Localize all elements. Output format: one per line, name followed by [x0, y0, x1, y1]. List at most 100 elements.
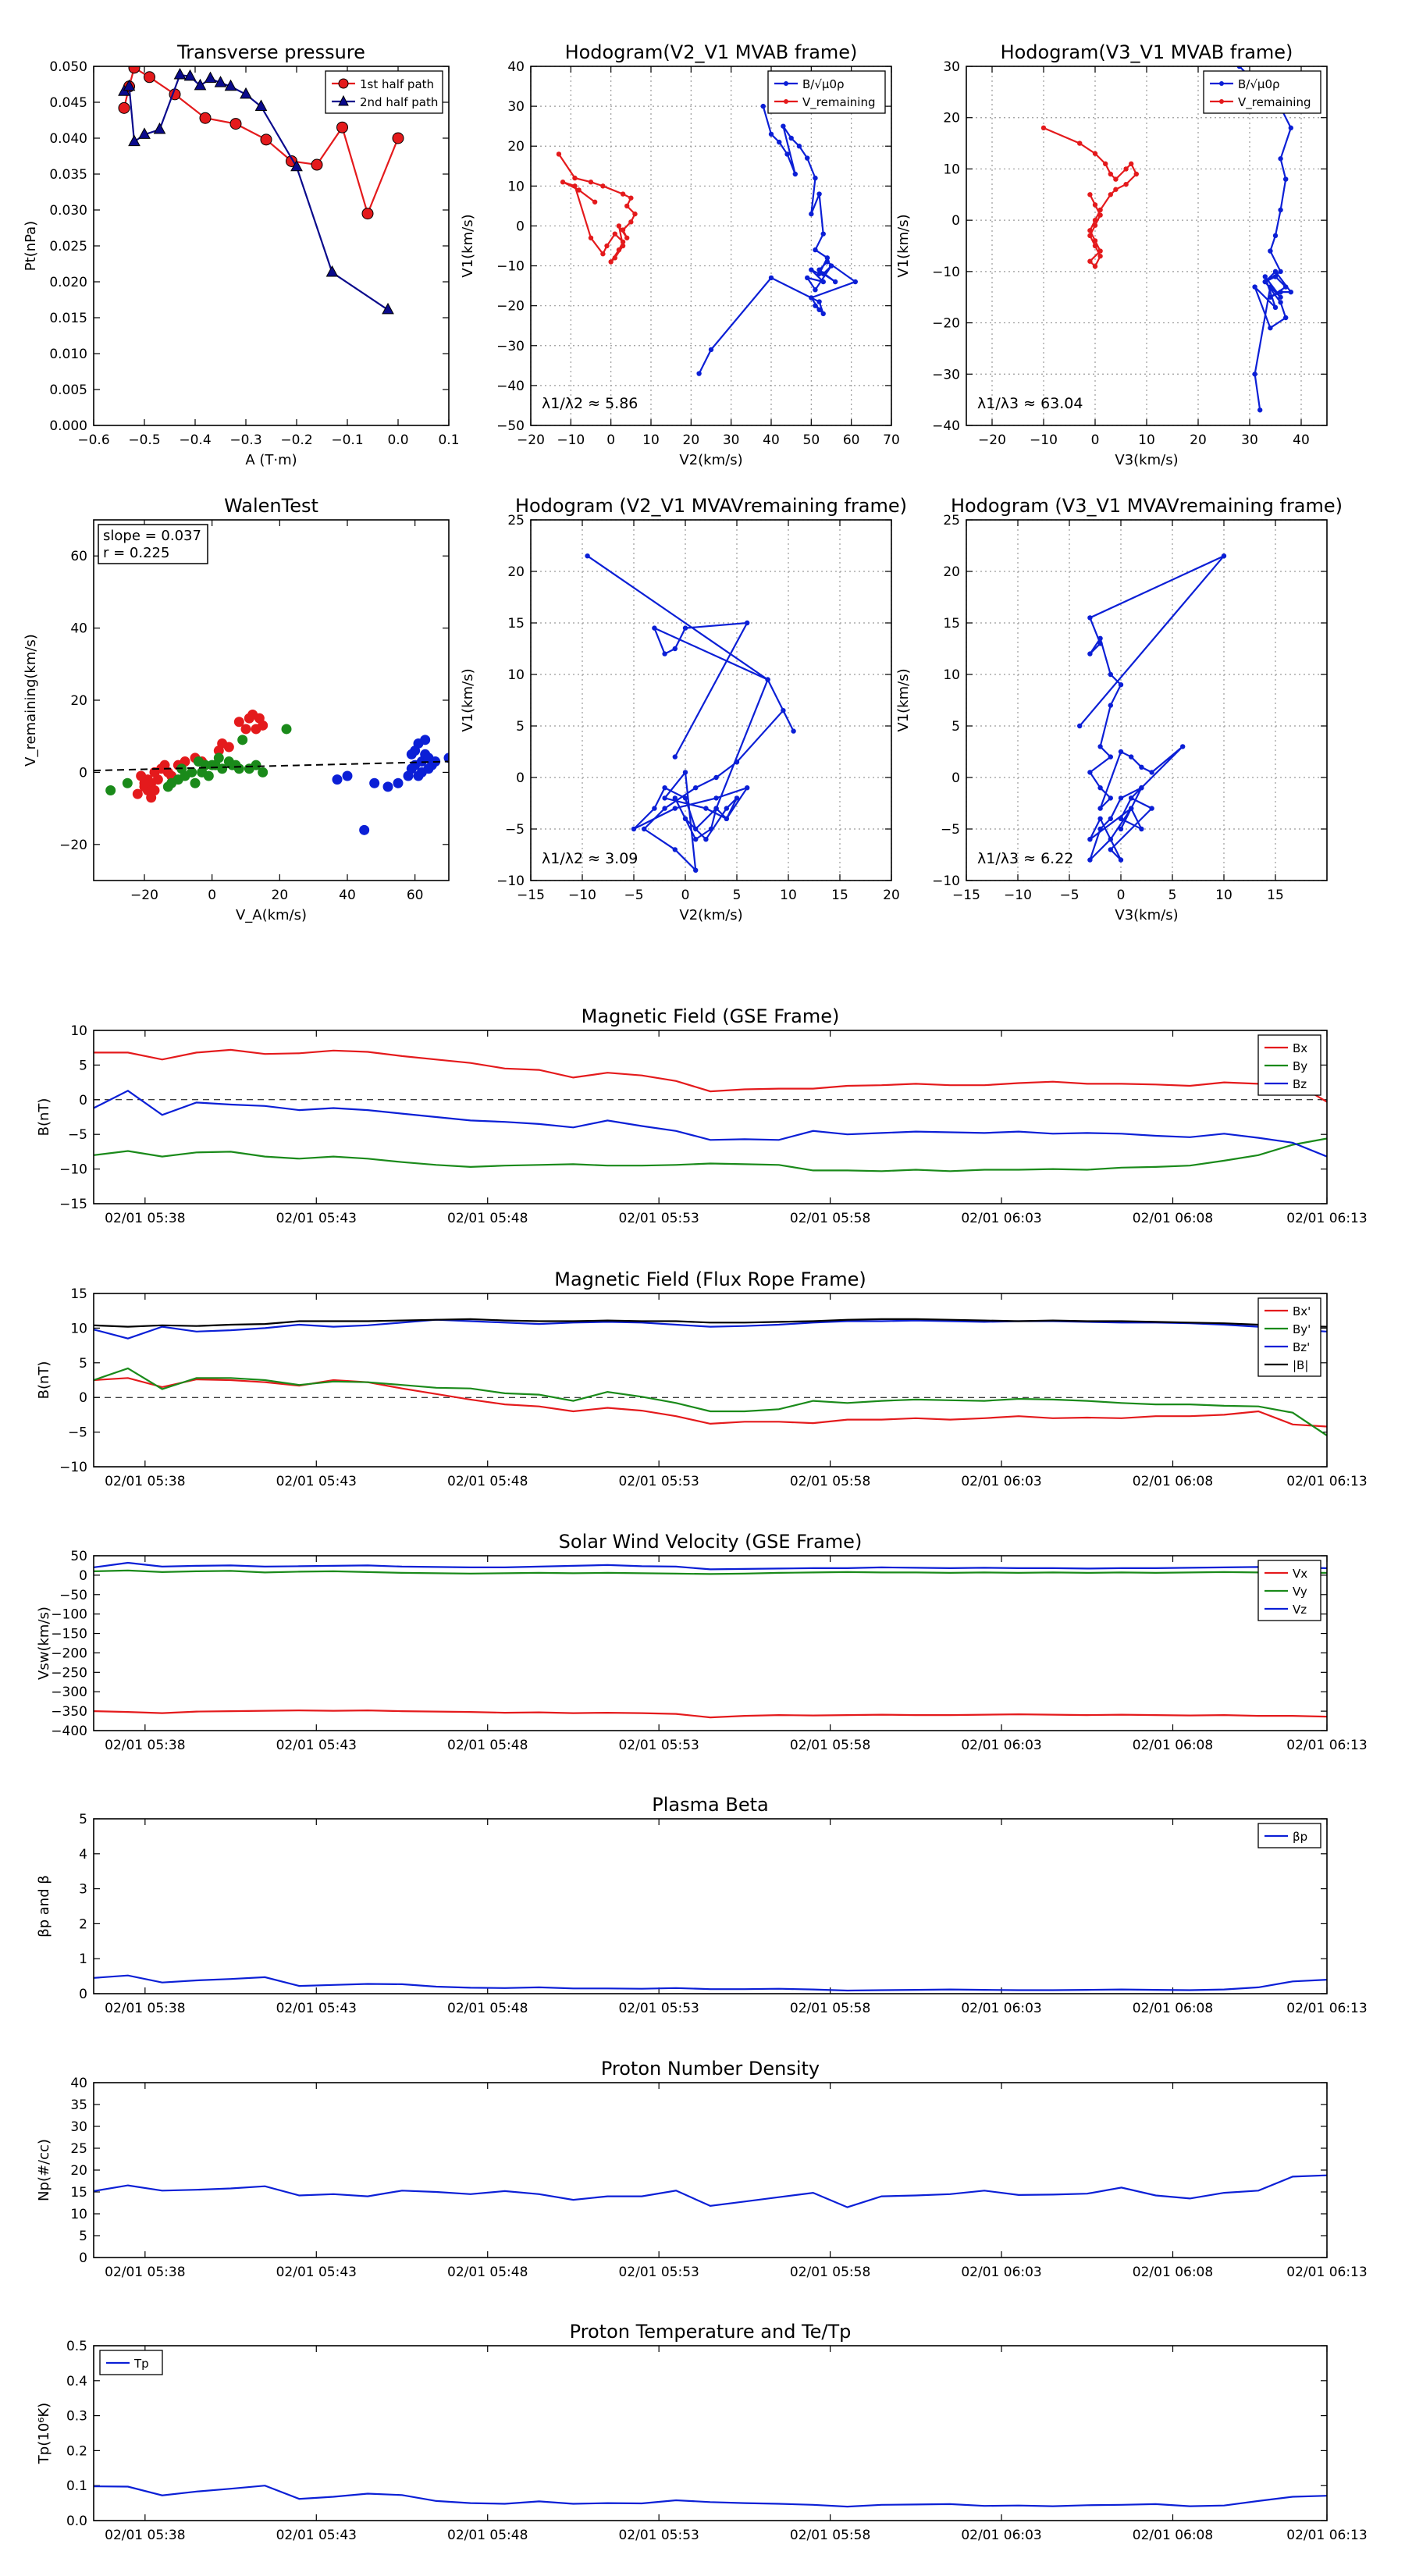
y-tick-label: 5	[79, 2229, 87, 2244]
legend-label: βp	[1293, 1830, 1307, 1844]
x-tick-label: 50	[803, 432, 820, 448]
data-point	[1108, 171, 1114, 177]
data-point	[777, 139, 782, 145]
y-axis-label: V1(km/s)	[460, 668, 476, 731]
x-tick-label: 02/01 06:13	[1286, 1211, 1367, 1226]
x-tick-label: 02/01 05:58	[790, 1211, 870, 1226]
data-point	[1092, 238, 1098, 244]
data-point	[217, 763, 228, 774]
data-point	[183, 69, 197, 81]
y-tick-label: 20	[943, 111, 960, 126]
data-point	[1087, 651, 1093, 656]
data-point	[1278, 294, 1283, 300]
data-point	[1087, 615, 1093, 621]
y-tick-label: 0	[79, 1093, 87, 1108]
y-tick-label: −5	[68, 1425, 87, 1441]
y-tick-label: 25	[507, 513, 525, 528]
x-tick-label: 02/01 06:13	[1286, 1474, 1367, 1489]
y-axis-label: Pt(nPa)	[23, 221, 39, 271]
x-axis-label: V2(km/s)	[679, 907, 742, 923]
data-point	[153, 122, 166, 134]
data-point	[1180, 744, 1186, 749]
data-point	[128, 134, 140, 147]
plot-frame	[93, 1293, 1328, 1468]
x-tick-label: 02/01 05:43	[276, 1211, 357, 1226]
y-tick-label: 0.4	[66, 2374, 87, 2389]
data-point	[745, 620, 750, 626]
data-point	[672, 754, 678, 760]
plot-area	[94, 2174, 1327, 2208]
chart-title: WalenTest	[224, 495, 318, 517]
data-point	[166, 777, 177, 788]
data-point	[123, 79, 136, 91]
ratio-annotation: λ1/λ2 ≈ 5.86	[542, 395, 638, 412]
data-point	[703, 837, 709, 842]
x-tick-label: −20	[517, 432, 545, 448]
x-tick-label: −0.1	[331, 432, 363, 448]
plot-frame	[93, 66, 450, 426]
data-point	[765, 677, 770, 682]
x-tick-label: 20	[883, 888, 900, 903]
legend-label: |B|	[1293, 1358, 1308, 1372]
x-tick-label: 20	[683, 432, 700, 448]
data-point	[204, 71, 217, 84]
data-point	[420, 735, 431, 745]
y-tick-label: −40	[932, 418, 960, 434]
data-point	[612, 255, 617, 261]
data-point	[588, 235, 594, 240]
y-tick-label: −5	[68, 1127, 87, 1143]
data-point	[194, 78, 207, 91]
data-point	[734, 760, 740, 765]
data-point	[1097, 785, 1103, 791]
data-point	[662, 795, 667, 801]
y-tick-label: 60	[70, 549, 87, 564]
series-line-blue	[586, 555, 795, 873]
data-point	[703, 806, 709, 811]
data-point	[682, 770, 688, 775]
legend-marker	[338, 78, 349, 89]
y-tick-label: 0	[516, 219, 525, 234]
x-tick-label: 02/01 05:53	[618, 2265, 699, 2280]
y-tick-label: 10	[70, 1023, 87, 1039]
x-tick-label: 20	[1190, 432, 1207, 448]
legend-label: Vz	[1293, 1603, 1307, 1617]
data-point	[809, 211, 814, 217]
data-point	[724, 816, 729, 822]
data-point	[713, 795, 719, 801]
data-point	[809, 295, 814, 301]
x-tick-label: −10	[568, 888, 596, 903]
plot-frame	[966, 519, 1328, 881]
magnetic-field-gse-panel: −15 −10 −5 0 5 10 02/01 05:38 02/01 05:43 02/01 …	[36, 1005, 1368, 1226]
data-point	[781, 708, 786, 713]
y-tick-label: 0.1	[66, 2478, 87, 2494]
data-point	[682, 816, 688, 822]
x-tick-label: 02/01 05:58	[790, 1738, 870, 1753]
data-point	[233, 717, 244, 728]
chart-title: Transverse pressure	[176, 41, 365, 63]
x-tick-label: −15	[517, 888, 545, 903]
y-tick-label: 20	[507, 564, 525, 580]
x-tick-label: 0	[681, 888, 690, 903]
data-point	[1272, 233, 1279, 239]
data-point	[1118, 857, 1124, 863]
data-point	[1108, 795, 1114, 801]
data-point	[805, 155, 810, 161]
data-point	[696, 371, 702, 376]
data-point	[1113, 187, 1119, 192]
y-axis-label: Np(#/cc)	[36, 2139, 52, 2201]
data-point	[662, 651, 667, 656]
chart-title: Hodogram (V2_V1 MVAVremaining frame)	[515, 495, 907, 517]
y-tick-label: 4	[79, 1847, 87, 1863]
x-tick-label: 02/01 06:03	[961, 2265, 1041, 2280]
legend-label: Bz	[1293, 1077, 1307, 1091]
y-tick-label: 0.0	[66, 2514, 87, 2529]
plot-frame	[93, 1818, 1328, 1994]
data-point	[1268, 294, 1273, 300]
data-point	[199, 112, 212, 124]
data-point	[1123, 166, 1129, 172]
series-line-V_remaining	[1043, 126, 1138, 269]
chart-title: Hodogram(V3_V1 MVAB frame)	[1001, 41, 1293, 63]
data-point	[1087, 233, 1093, 239]
data-point	[237, 735, 248, 745]
